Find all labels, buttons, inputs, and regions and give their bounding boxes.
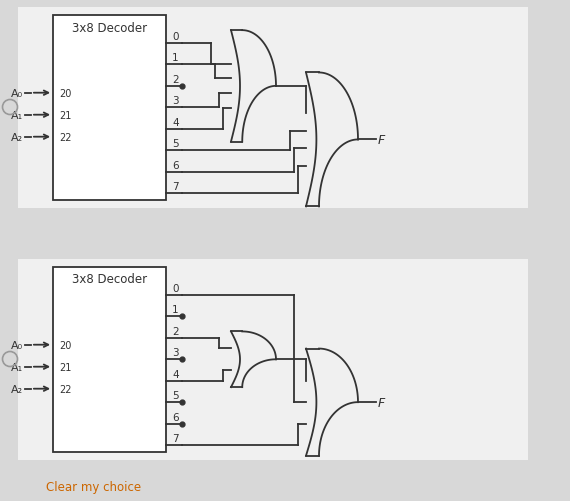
Text: 3x8 Decoder: 3x8 Decoder [72,273,147,286]
Text: 3x8 Decoder: 3x8 Decoder [72,22,147,35]
Text: A₀: A₀ [11,340,23,350]
Text: 21: 21 [59,111,71,120]
Bar [18,260,528,460]
Text: 2: 2 [172,326,178,336]
Bar [53,16,166,200]
Text: 2: 2 [172,75,178,85]
Text: 20: 20 [59,89,71,99]
Text: 6: 6 [172,412,178,422]
Text: 22: 22 [59,132,71,142]
Text: 3: 3 [172,96,178,106]
Text: 1: 1 [172,53,178,63]
Text: 5: 5 [172,139,178,149]
Bar [53,268,166,452]
Text: 6: 6 [172,160,178,170]
Text: A₀: A₀ [11,89,23,99]
Text: F: F [378,396,385,409]
Text: 3: 3 [172,348,178,358]
Text: 0: 0 [172,32,178,42]
Text: A₂: A₂ [11,384,23,394]
Text: 22: 22 [59,384,71,394]
Text: A₁: A₁ [11,111,23,120]
Text: 4: 4 [172,369,178,379]
Text: 5: 5 [172,390,178,400]
Text: 0: 0 [172,284,178,294]
Text: A₂: A₂ [11,132,23,142]
Text: F: F [378,134,385,147]
Text: A₁: A₁ [11,362,23,372]
Bar [18,8,528,208]
Text: 4: 4 [172,117,178,127]
Text: 7: 7 [172,433,178,443]
Text: 21: 21 [59,362,71,372]
Text: Clear my choice: Clear my choice [46,480,141,493]
Text: 20: 20 [59,340,71,350]
Text: 7: 7 [172,182,178,191]
Text: 1: 1 [172,305,178,315]
